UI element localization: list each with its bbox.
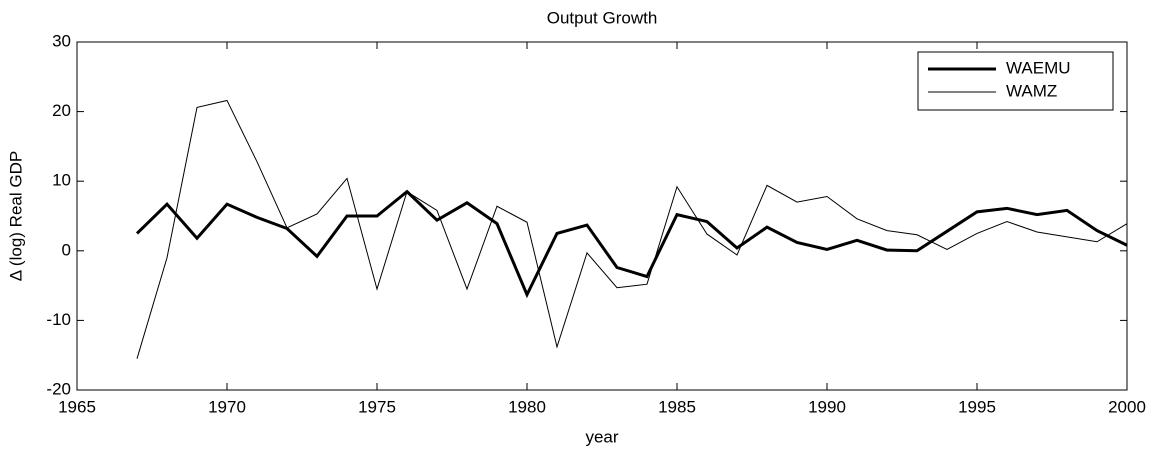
y-tick-label: 20	[52, 101, 71, 120]
x-tick-label: 1975	[358, 397, 396, 416]
x-tick-label: 1985	[658, 397, 696, 416]
line-series	[136, 99, 1128, 359]
plot-frame	[76, 41, 1128, 391]
legend-label: WAMZ	[1006, 81, 1057, 100]
y-tick-label: 0	[62, 240, 71, 259]
legend-label: WAEMU	[1006, 58, 1071, 77]
y-tick-label: -10	[46, 310, 71, 329]
y-tick-label: -20	[46, 379, 71, 398]
chart-title: Output Growth	[547, 8, 658, 27]
y-tick-label: 30	[52, 31, 71, 50]
x-tick-label: 1995	[958, 397, 996, 416]
x-tick-label: 2000	[1108, 397, 1146, 416]
x-tick-label: 1990	[808, 397, 846, 416]
y-axis-label: Δ (log) Real GDP	[6, 151, 25, 281]
y-tick-label: 10	[52, 171, 71, 190]
legend-box	[917, 51, 1114, 111]
x-tick-label: 1965	[58, 397, 96, 416]
x-axis-label: year	[585, 427, 618, 446]
line-series	[135, 189, 1128, 299]
x-tick-label: 1970	[208, 397, 246, 416]
x-tick-label: 1980	[508, 397, 546, 416]
